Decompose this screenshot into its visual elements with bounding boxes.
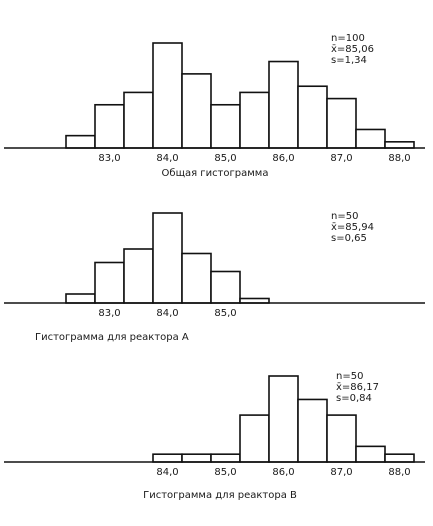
histogram-bar: [297, 398, 328, 463]
stat-label: x̄=86,17: [336, 382, 379, 393]
histogram-bar: [239, 414, 270, 463]
histogram-bar: [65, 293, 96, 304]
x-tick-label: 86,0: [272, 153, 294, 164]
x-tick-label: 84,0: [156, 467, 178, 478]
histogram-bar: [210, 270, 241, 304]
x-tick-label: 84,0: [156, 153, 178, 164]
x-tick-label: 85,0: [214, 153, 236, 164]
x-tick-label: 88,0: [388, 153, 410, 164]
histogram-bar: [384, 453, 415, 463]
chart-title: Гистограмма для реактора B: [143, 490, 297, 501]
histogram-bar: [152, 453, 183, 463]
histogram-bar: [123, 248, 154, 304]
histogram-bar: [297, 85, 328, 149]
x-tick-label: 86,0: [272, 467, 294, 478]
histogram-bar: [94, 103, 125, 149]
stat-label: n=50: [331, 211, 358, 222]
histogram-bar: [152, 42, 183, 149]
chart-title: Гистограмма для реактора A: [35, 332, 189, 343]
histogram-bar: [65, 134, 96, 149]
x-tick-label: 88,0: [388, 467, 410, 478]
histogram-bar: [355, 445, 386, 463]
histogram-bar: [268, 60, 299, 149]
x-tick-label: 87,0: [330, 153, 352, 164]
stat-label: s=0,84: [336, 393, 372, 404]
stat-label: n=50: [336, 371, 363, 382]
x-tick-label: 83,0: [98, 308, 120, 319]
histogram-bar: [123, 91, 154, 149]
stat-label: s=0,65: [331, 233, 367, 244]
histogram-bar: [210, 103, 241, 149]
histogram-bar: [94, 261, 125, 304]
histogram-bar: [326, 97, 357, 149]
stat-label: s=1,34: [331, 55, 367, 66]
histogram-bar: [181, 453, 212, 463]
x-tick-label: 83,0: [98, 153, 120, 164]
stat-label: n=100: [331, 33, 365, 44]
stat-label: x̄=85,06: [331, 44, 374, 55]
x-tick-label: 87,0: [330, 467, 352, 478]
histogram-bar: [326, 414, 357, 463]
histogram-bar: [181, 252, 212, 304]
x-tick-label: 85,0: [214, 308, 236, 319]
histogram-bar: [355, 128, 386, 149]
chart-title: Общая гистограмма: [162, 168, 269, 179]
x-tick-label: 85,0: [214, 467, 236, 478]
histogram-bar: [181, 73, 212, 149]
histogram-bar: [239, 91, 270, 149]
histogram-bar: [268, 375, 299, 463]
histogram-bar: [152, 212, 183, 304]
stat-label: x̄=85,94: [331, 222, 374, 233]
x-tick-label: 84,0: [156, 308, 178, 319]
histogram-bar: [210, 453, 241, 463]
histogram-bar: [384, 141, 415, 149]
